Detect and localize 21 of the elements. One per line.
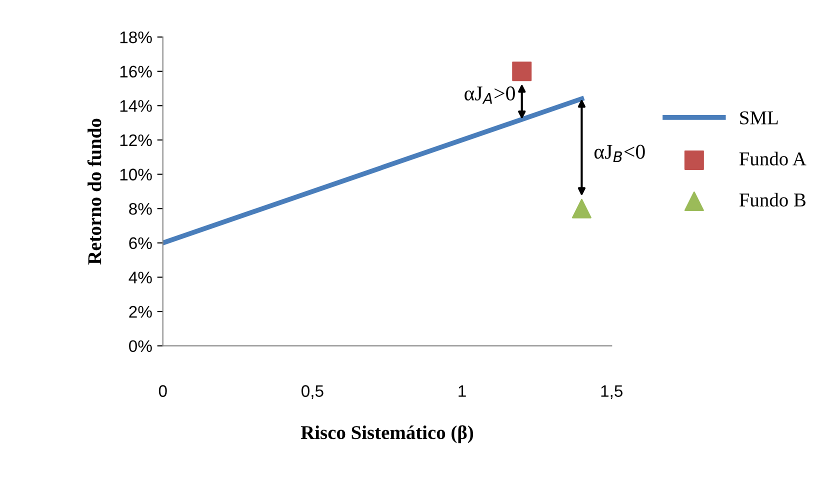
legend-label: Fundo A (739, 152, 806, 166)
x-tick-label: 1 (458, 385, 466, 397)
x-tick-label: 1,5 (601, 385, 623, 399)
y-axis-title: Retorno do fundo (87, 118, 102, 265)
y-tick-label: 2% (129, 306, 152, 318)
y-tick-label: 16% (120, 66, 152, 78)
y-tick-label: 18% (120, 31, 152, 44)
y-tick-label: 10% (120, 168, 152, 180)
x-axis-title: Risco Sistemático (β) (300, 425, 474, 444)
y-tick-label: 4% (128, 272, 152, 284)
x-tick-label: 0 (158, 385, 167, 397)
y-tick-label: 14% (120, 100, 152, 112)
y-tick-label: 8% (129, 202, 152, 215)
y-tick-label: 6% (129, 237, 152, 250)
x-tick-label: 0,5 (302, 385, 324, 399)
annotation: αJ$_{B}$<0 (594, 144, 645, 162)
annotation: αJ$_{A}$>0 (464, 86, 515, 104)
legend-label: Fundo B (739, 192, 806, 207)
legend-label: SML (740, 111, 778, 124)
y-tick-label: 0% (129, 340, 152, 352)
y-tick-label: 12% (120, 134, 152, 146)
